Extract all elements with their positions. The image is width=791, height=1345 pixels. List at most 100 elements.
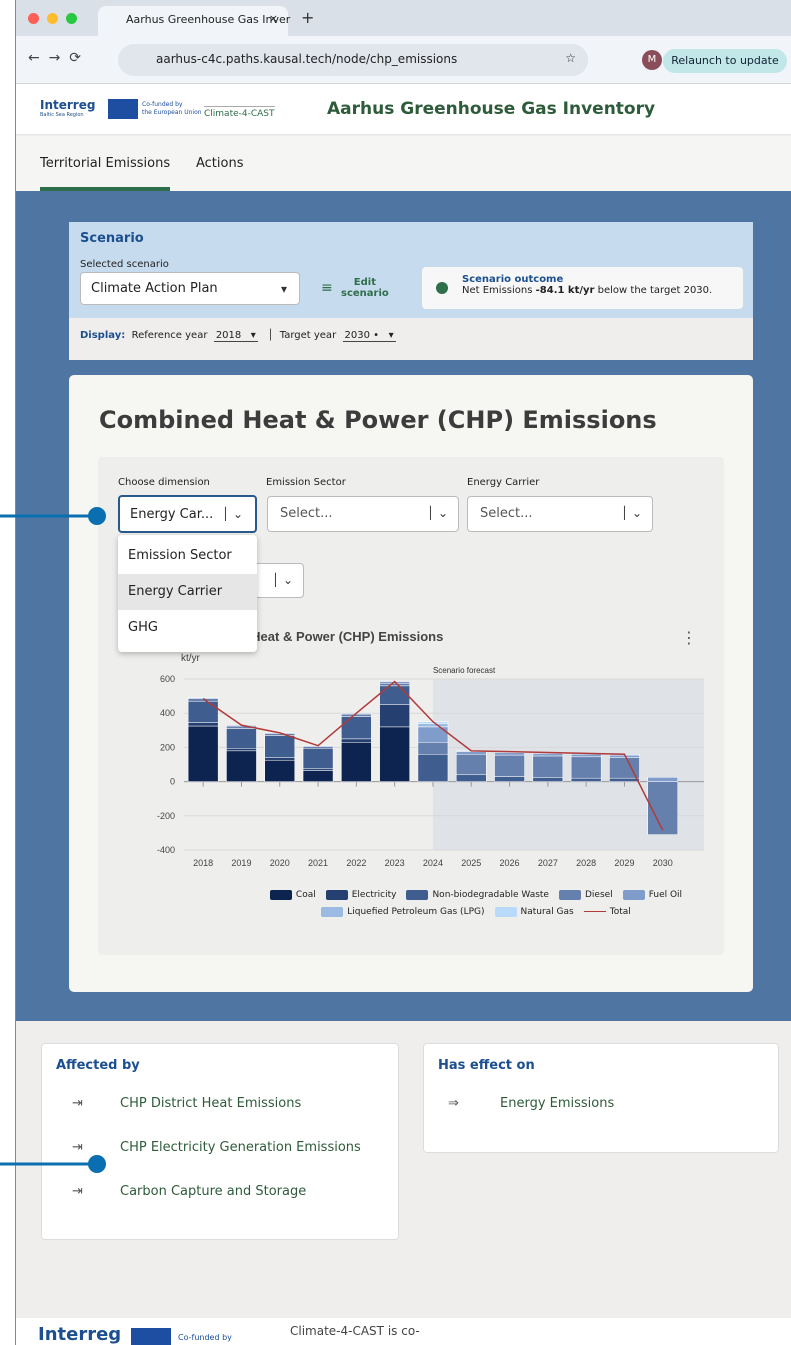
legend-swatch [325,889,348,900]
x-tick-label: 2030 [653,858,673,868]
legend-label: Liquefied Petroleum Gas (LPG) [347,907,485,917]
url: aarhus-c4c.paths.kausal.tech/node/chp_em… [156,52,458,66]
legend-item[interactable]: Coal [269,887,316,904]
filter-label: Energy Carrier [467,477,540,488]
legend-item[interactable]: Fuel Oil [622,887,682,904]
link-icon: ⇥ [72,1184,83,1199]
x-tick-label: 2026 [500,858,520,868]
legend-swatch [321,906,344,917]
bar-segment [647,777,678,782]
target-select[interactable]: 2030 • ▾ [342,330,396,342]
new-tab[interactable]: + [301,8,315,27]
bar-segment [379,726,410,782]
browser-window: Aarhus Greenhouse Gas Inver × + ← → ⟳ aar… [15,0,791,1345]
nav-buttons[interactable]: ← → ⟳ [28,50,81,66]
nav-bar: Territorial Emissions Actions [16,136,791,191]
x-tick-label: 2028 [576,858,596,868]
y-axis-label: kt/yr [181,653,201,664]
legend-item[interactable]: Total [583,904,631,921]
panel-heading: Has effect on [438,1058,535,1073]
nav-item[interactable]: Territorial Emissions [40,156,171,191]
filter-label: Choose dimension [118,477,210,488]
dropdown-menu: Emission Sector Energy Carrier GHG [118,535,257,652]
display-label: Display: [80,330,126,341]
filter-value: Select... [480,506,533,521]
x-tick-label: 2025 [461,858,481,868]
profile[interactable]: M [642,50,662,70]
bar-segment [226,750,257,782]
legend-item[interactable]: Liquefied Petroleum Gas (LPG) [321,904,485,921]
legend-item[interactable]: Diesel [558,887,613,904]
dimension-select[interactable]: Energy Car... │ ⌄ [118,495,257,533]
relaunch-button[interactable]: Relaunch to update [663,49,787,73]
edit-scenario[interactable]: Edit scenario [341,277,389,299]
x-tick-label: 2021 [308,858,328,868]
link[interactable]: Energy Emissions [500,1096,615,1111]
reference-label: Reference year [131,330,208,341]
forecast-label: Scenario forecast [433,666,496,675]
outcome-title: Scenario outcome [462,274,564,285]
tab-strip: Aarhus Greenhouse Gas Inver × + [16,0,791,36]
url-bar[interactable]: aarhus-c4c.paths.kausal.tech/node/chp_em… [118,44,588,76]
x-tick-label: 2023 [385,858,405,868]
dropdown-item[interactable]: Emission Sector [128,548,232,563]
legend-item[interactable]: Non-biodegradable Waste [406,887,549,904]
chart: Combined Heat & Power (CHP) Emissionskt/… [157,629,704,868]
filter-value: Energy Car... [130,507,214,522]
callout-dot [88,1155,106,1173]
bar-segment [341,742,372,782]
callout-dot [88,507,106,525]
legend-label: Coal [295,890,316,900]
cofunded-1: Co-funded by [142,101,183,108]
selected-label: Selected scenario [80,259,169,270]
bar-segment [417,753,449,782]
legend-swatch [622,889,645,900]
min-dot[interactable] [47,13,58,24]
logo-climate: Climate-4-CAST [204,106,275,119]
outcome-value: -84.1 kt/yr [535,285,595,296]
tab[interactable]: Aarhus Greenhouse Gas Inver × [98,6,290,36]
y-tick-label: 0 [170,777,175,787]
close-dot[interactable] [28,13,39,24]
scenario-panel: Scenario Selected scenario Climate Actio… [69,222,753,360]
outcome-box: Scenario outcome Net Emissions -84.1 kt/… [422,267,743,309]
reference-year: 2018 [215,330,242,341]
legend-swatch [558,889,581,900]
scenario-select[interactable]: Climate Action Plan ▾ [80,272,300,305]
scenario-value: Climate Action Plan [91,281,218,296]
link-icon: ⇥ [72,1096,83,1111]
footer: Interreg Co-funded by Climate-4-CAST is … [16,1318,791,1345]
edit-1: Edit [353,277,376,288]
carrier-select[interactable]: Select... │ ⌄ [467,496,653,532]
chart-menu[interactable]: ⋮ [681,628,697,647]
check-icon [436,282,448,294]
legend-swatch [583,911,606,912]
edit-2: scenario [341,288,389,299]
total-line [202,680,664,831]
link[interactable]: CHP Electricity Generation Emissions [120,1140,361,1155]
sector-select[interactable]: Select... │ ⌄ [267,496,459,532]
logo-region: Baltic Sea Region [40,112,84,118]
legend-swatch [494,906,517,917]
link[interactable]: Carbon Capture and Storage [120,1184,307,1199]
legend-label: Natural Gas [520,907,574,917]
reference-select[interactable]: 2018 ▾ [213,330,258,342]
max-dot[interactable] [66,13,77,24]
eu-flag [108,99,138,119]
footer-text: Climate-4-CAST is co- [290,1324,420,1338]
link[interactable]: CHP District Heat Emissions [120,1096,302,1111]
x-tick-label: 2018 [193,858,213,868]
nav-item[interactable]: Actions [196,156,244,171]
dropdown-item[interactable]: GHG [128,620,158,635]
y-tick-label: -200 [157,811,175,821]
legend-item[interactable]: Electricity [325,887,397,904]
dropdown-item[interactable]: Energy Carrier [118,574,257,610]
panel-heading: Affected by [56,1058,140,1073]
y-tick-label: 600 [160,674,175,684]
x-tick-label: 2024 [423,858,443,868]
legend-label: Electricity [351,890,397,900]
legend-item[interactable]: Natural Gas [494,904,574,921]
target-label: Target year [279,330,337,341]
